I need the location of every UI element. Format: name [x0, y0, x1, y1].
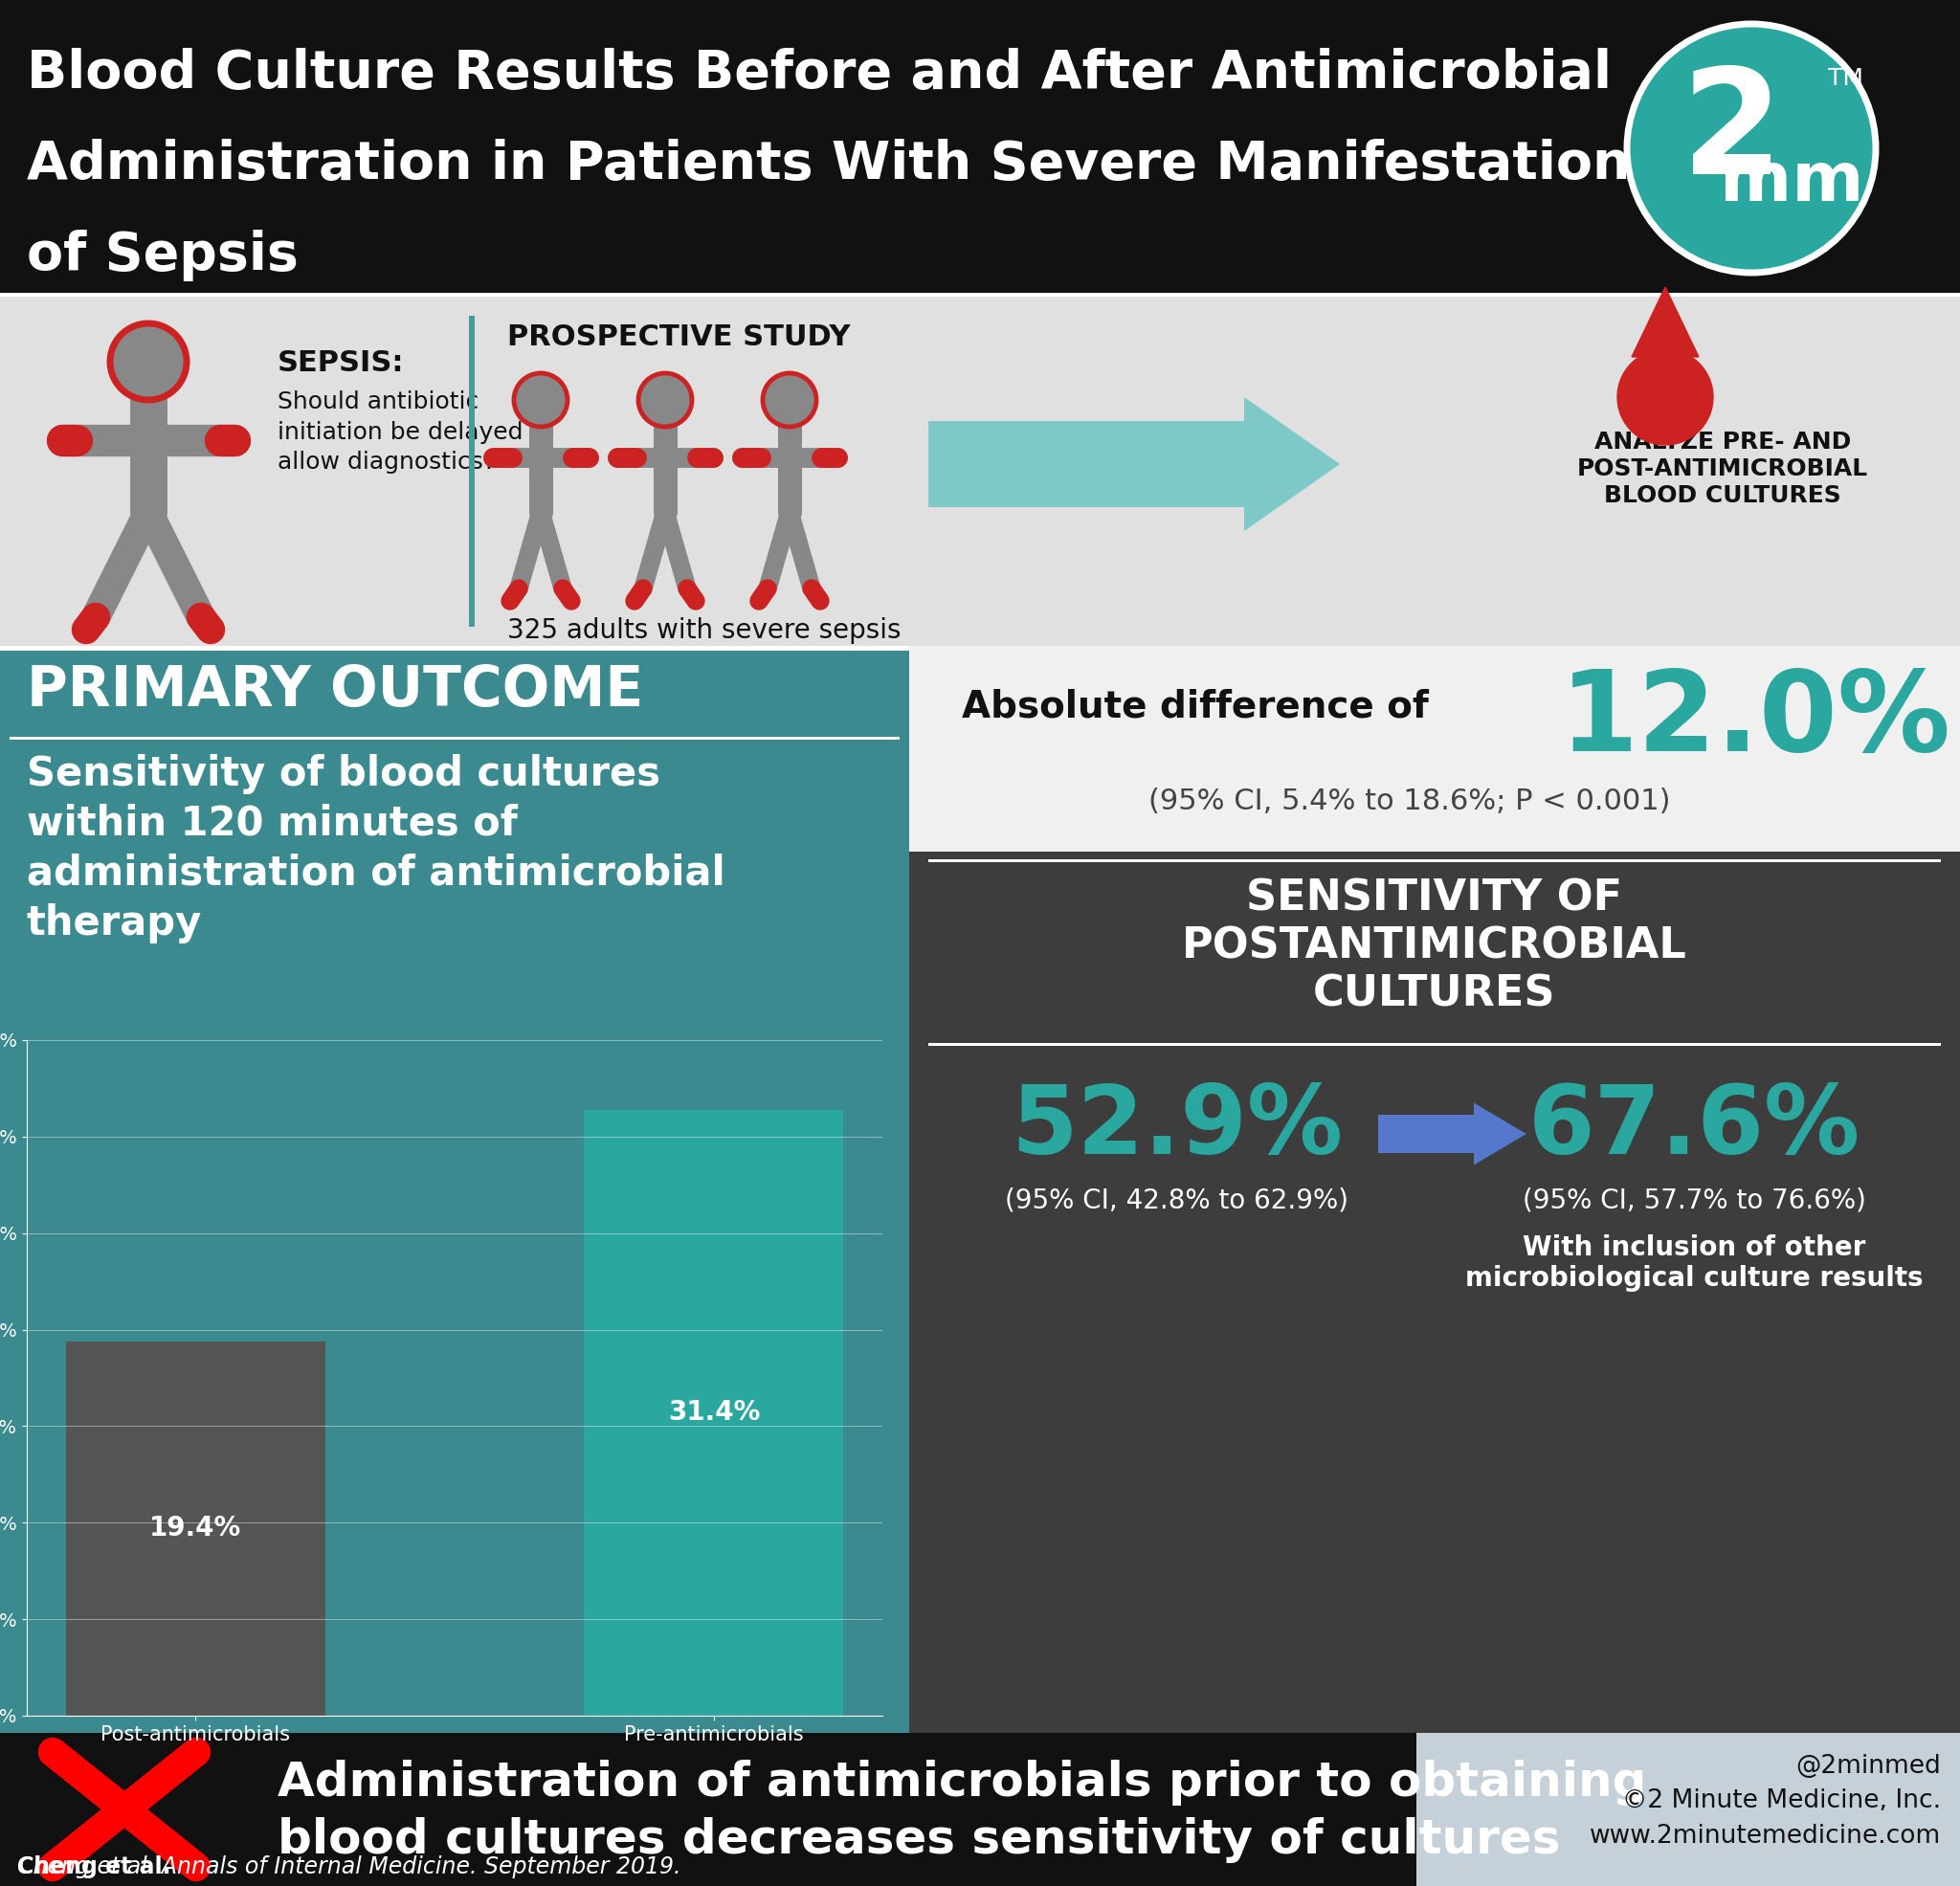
Bar	[0, 296, 1960, 645]
Text: 31.4%: 31.4%	[668, 1399, 760, 1426]
Bar	[1417, 1733, 1960, 1886]
Text: 12.0%: 12.0%	[1560, 666, 1952, 775]
FancyArrow shape	[1378, 1103, 1527, 1166]
Text: 325 adults with severe sepsis: 325 adults with severe sepsis	[508, 617, 902, 643]
Text: 19.4%: 19.4%	[149, 1514, 241, 1543]
Bar	[584, 1109, 843, 1716]
Bar	[0, 0, 1960, 296]
Circle shape	[514, 373, 568, 426]
Text: ©2 Minute Medicine, Inc.: ©2 Minute Medicine, Inc.	[1623, 1788, 1940, 1812]
Bar	[929, 860, 1940, 862]
Bar	[67, 1341, 325, 1716]
Text: (95% CI, 5.4% to 18.6%; P < 0.001): (95% CI, 5.4% to 18.6%; P < 0.001)	[1149, 788, 1670, 815]
Text: Cheng et al. Annals of Internal Medicine. September 2019.: Cheng et al. Annals of Internal Medicine…	[18, 1856, 680, 1878]
Text: Absolute difference of: Absolute difference of	[962, 688, 1429, 726]
Text: PRIMARY OUTCOME: PRIMARY OUTCOME	[27, 664, 643, 719]
Text: SENSITIVITY OF
POSTANTIMICROBIAL
CULTURES: SENSITIVITY OF POSTANTIMICROBIAL CULTURE…	[1182, 879, 1688, 1015]
Text: With inclusion of other
microbiological culture results: With inclusion of other microbiological …	[1464, 1233, 1923, 1292]
Circle shape	[1627, 25, 1876, 273]
Bar	[909, 852, 1960, 1733]
Bar	[468, 315, 474, 626]
Bar	[929, 1043, 1940, 1047]
Bar	[10, 737, 900, 739]
Text: 67.6%: 67.6%	[1529, 1081, 1860, 1175]
Text: @2minmed: @2minmed	[1795, 1754, 1940, 1778]
FancyArrow shape	[929, 398, 1341, 532]
Text: Should antibiotic
initiation be delayed to
allow diagnostics?: Should antibiotic initiation be delayed …	[278, 390, 555, 473]
Text: PROSPECTIVE STUDY: PROSPECTIVE STUDY	[508, 323, 851, 351]
Text: 2: 2	[1682, 62, 1784, 206]
Circle shape	[762, 373, 817, 426]
Text: (95% CI, 42.8% to 62.9%): (95% CI, 42.8% to 62.9%)	[1005, 1186, 1348, 1213]
Text: Sensitivity of blood cultures
within 120 minutes of
administration of antimicrob: Sensitivity of blood cultures within 120…	[27, 754, 725, 943]
Text: ANALYZE PRE- AND
POST-ANTIMICROBIAL
BLOOD CULTURES: ANALYZE PRE- AND POST-ANTIMICROBIAL BLOO…	[1578, 430, 1868, 507]
Text: SEPSIS:: SEPSIS:	[278, 349, 404, 377]
Bar	[909, 645, 1960, 852]
Bar	[0, 645, 909, 1733]
Text: Cheng et al.: Cheng et al.	[18, 1856, 171, 1878]
Bar	[0, 645, 909, 651]
Text: Administration of antimicrobials prior to obtaining: Administration of antimicrobials prior t…	[278, 1760, 1646, 1805]
Polygon shape	[1617, 349, 1713, 445]
Text: 52.9%: 52.9%	[1011, 1081, 1343, 1175]
Text: mm: mm	[1719, 149, 1864, 215]
Text: TM: TM	[1829, 68, 1864, 91]
Text: (95% CI, 57.7% to 76.6%): (95% CI, 57.7% to 76.6%)	[1523, 1186, 1866, 1213]
Circle shape	[639, 373, 692, 426]
Text: www.2minutemedicine.com: www.2minutemedicine.com	[1590, 1824, 1940, 1848]
Text: of Sepsis: of Sepsis	[27, 230, 298, 281]
Polygon shape	[1633, 287, 1699, 356]
Bar	[0, 1733, 1960, 1886]
Text: blood cultures decreases sensitivity of cultures: blood cultures decreases sensitivity of …	[278, 1816, 1560, 1863]
Text: Administration in Patients With Severe Manifestations: Administration in Patients With Severe M…	[27, 140, 1662, 190]
Circle shape	[110, 323, 186, 400]
Bar	[0, 292, 1960, 296]
Text: Blood Culture Results Before and After Antimicrobial: Blood Culture Results Before and After A…	[27, 47, 1611, 100]
